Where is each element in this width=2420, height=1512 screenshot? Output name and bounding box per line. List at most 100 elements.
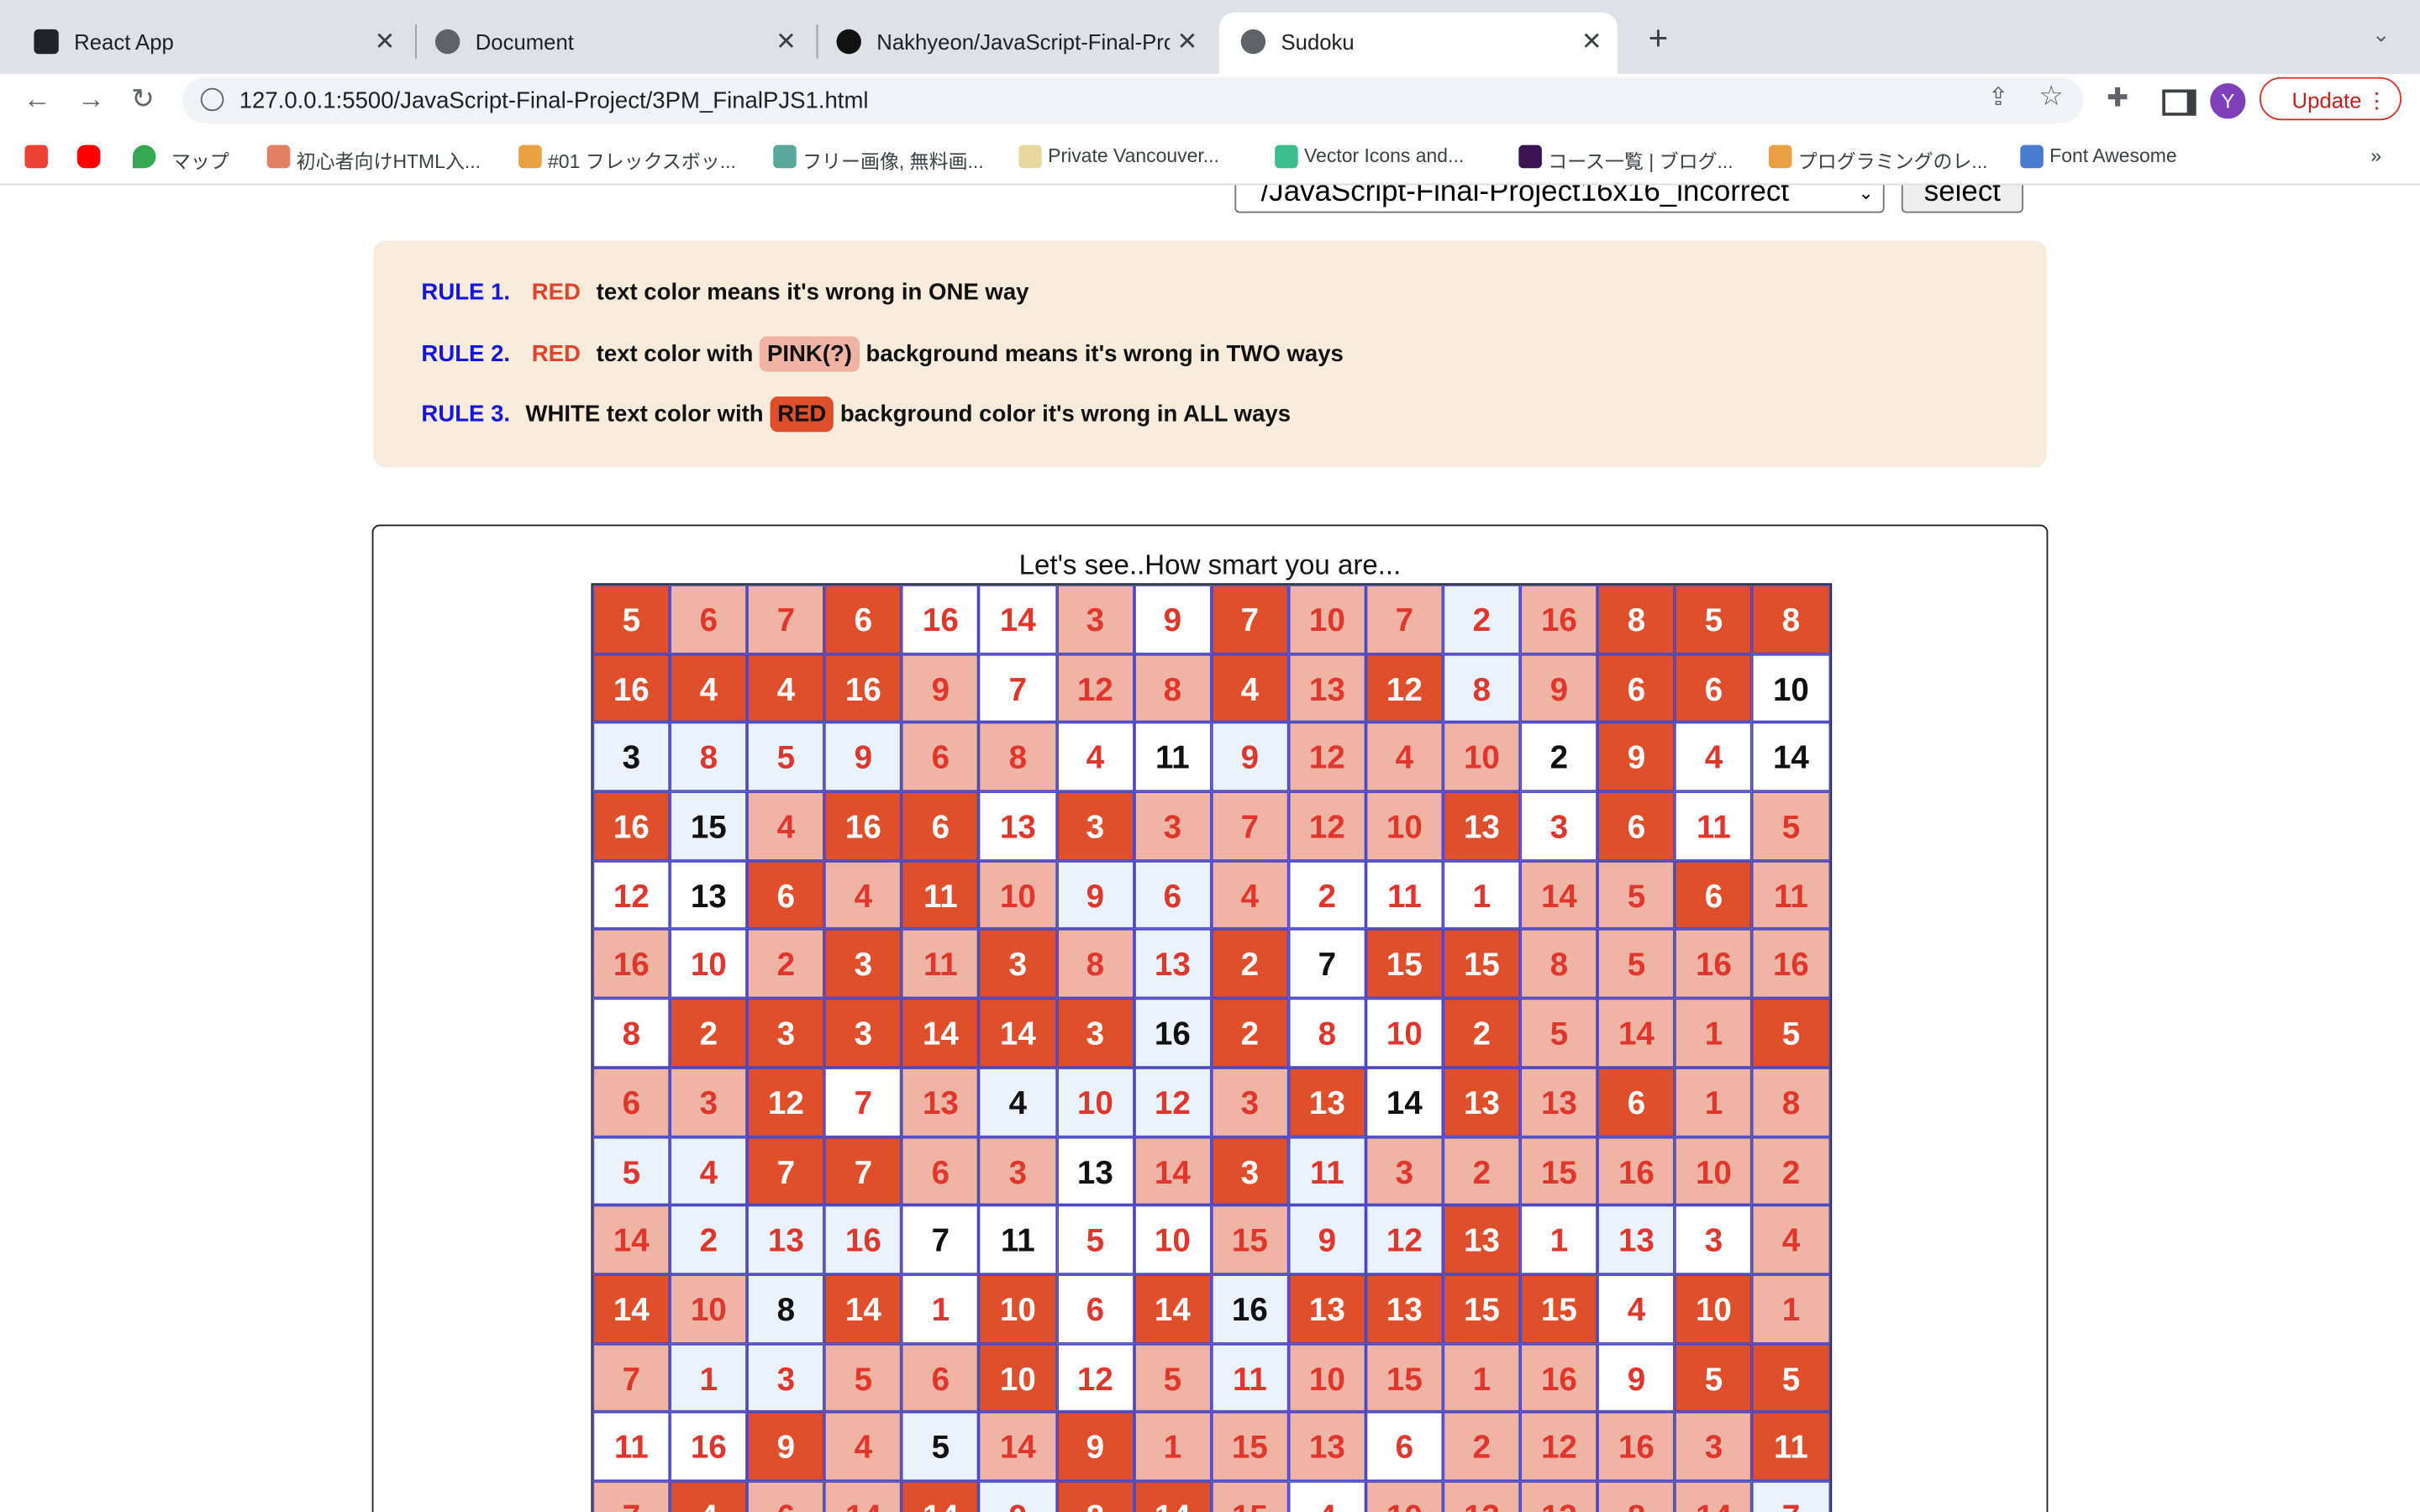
cell[interactable]: 14 (1520, 860, 1598, 930)
cell[interactable]: 2 (1443, 998, 1521, 1068)
cell[interactable]: 10 (1443, 722, 1521, 792)
cell[interactable]: 9 (902, 654, 980, 723)
cell[interactable]: 9 (1520, 654, 1598, 723)
cell[interactable]: 5 (1675, 1342, 1753, 1413)
cell[interactable]: 13 (670, 860, 748, 930)
reload[interactable]: ↻ (131, 83, 155, 114)
site-info[interactable] (200, 87, 224, 112)
cell[interactable]: 6 (1597, 1067, 1676, 1137)
side-panel[interactable] (2162, 89, 2196, 116)
cell[interactable]: 13 (1443, 1205, 1521, 1274)
cell[interactable]: 16 (1211, 1273, 1289, 1343)
bookmark[interactable]: コース一覧 | ブログ... (1548, 151, 1733, 173)
cell[interactable]: 16 (670, 1412, 748, 1482)
cell[interactable]: 9 (1134, 585, 1212, 654)
cell[interactable]: 4 (747, 791, 825, 861)
cell[interactable]: 16 (1752, 929, 1830, 999)
cell[interactable]: 14 (1134, 1481, 1212, 1512)
cell[interactable]: 4 (824, 1412, 902, 1482)
cell[interactable]: 16 (592, 791, 671, 861)
cell[interactable]: 12 (1520, 1412, 1598, 1482)
cell[interactable]: 1 (1443, 1342, 1521, 1413)
cell[interactable]: 3 (1056, 585, 1134, 654)
extensions[interactable]: ✚ (2107, 83, 2129, 113)
cell[interactable]: 13 (1520, 1067, 1598, 1137)
cell[interactable]: 5 (824, 1342, 902, 1413)
bookmark[interactable]: Font Awesome (2049, 144, 2177, 167)
cell[interactable]: 15 (1211, 1412, 1289, 1482)
cell[interactable]: 6 (747, 860, 825, 930)
cell[interactable]: 8 (1056, 929, 1134, 999)
bookmark[interactable]: Private Vancouver... (1048, 144, 1219, 167)
cell[interactable]: 5 (1134, 1342, 1212, 1413)
cell[interactable]: 16 (1520, 1342, 1598, 1413)
cell[interactable]: 11 (1134, 722, 1212, 792)
cell[interactable]: 14 (1752, 722, 1830, 792)
cell[interactable]: 10 (1134, 1205, 1212, 1274)
cell[interactable]: 6 (592, 1067, 671, 1137)
forward[interactable]: → (76, 83, 105, 114)
cell[interactable]: 13 (1056, 1136, 1134, 1205)
tab-close[interactable]: ✕ (1581, 29, 1602, 56)
cell[interactable]: 2 (1443, 1412, 1521, 1482)
cell[interactable]: 4 (979, 1067, 1057, 1137)
cell[interactable]: 12 (1134, 1067, 1212, 1137)
cell[interactable]: 4 (1288, 1481, 1366, 1512)
cell[interactable]: 7 (1211, 791, 1289, 861)
cell[interactable]: 4 (670, 654, 748, 723)
cell[interactable]: 14 (979, 585, 1057, 654)
back[interactable]: ← (23, 83, 51, 114)
cell[interactable]: 7 (592, 1481, 671, 1512)
cell[interactable]: 2 (1443, 585, 1521, 654)
cell[interactable]: 6 (747, 1481, 825, 1512)
cell[interactable]: 11 (902, 860, 980, 930)
cell[interactable]: 1 (1443, 860, 1521, 930)
cell[interactable]: 8 (1520, 929, 1598, 999)
cell[interactable]: 16 (1134, 998, 1212, 1068)
cell[interactable]: 2 (670, 998, 748, 1068)
cell[interactable]: 9 (1056, 1412, 1134, 1482)
cell[interactable]: 4 (1211, 654, 1289, 723)
cell[interactable]: 5 (1520, 998, 1598, 1068)
cell[interactable]: 11 (1365, 860, 1444, 930)
cell[interactable]: 16 (824, 791, 902, 861)
bookmark[interactable]: マップ (171, 151, 229, 173)
cell[interactable]: 2 (1752, 1136, 1830, 1205)
cell[interactable]: 12 (1056, 654, 1134, 723)
cell[interactable]: 7 (1288, 929, 1366, 999)
update-button[interactable]: Update ⋮ (2259, 76, 2402, 121)
cell[interactable]: 4 (1675, 722, 1753, 792)
cell[interactable]: 10 (1675, 1273, 1753, 1343)
cell[interactable]: 5 (1597, 860, 1676, 930)
cell[interactable]: 3 (1134, 791, 1212, 861)
cell[interactable]: 7 (747, 585, 825, 654)
cell[interactable]: 8 (979, 722, 1057, 792)
cell[interactable]: 3 (670, 1067, 748, 1137)
cell[interactable]: 16 (902, 585, 980, 654)
cell[interactable]: 6 (902, 1136, 980, 1205)
bookmark-star[interactable]: ☆ (2039, 80, 2064, 112)
tab[interactable]: Sudoku ✕ (1219, 12, 1618, 75)
cell[interactable]: 14 (902, 998, 980, 1068)
cell[interactable]: 3 (824, 998, 902, 1068)
cell[interactable]: 3 (1675, 1205, 1753, 1274)
cell[interactable]: 8 (1134, 654, 1212, 723)
cell[interactable]: 3 (824, 929, 902, 999)
cell[interactable]: 16 (1675, 929, 1753, 999)
cell[interactable]: 9 (979, 1481, 1057, 1512)
cell[interactable]: 10 (979, 860, 1057, 930)
cell[interactable]: 7 (747, 1136, 825, 1205)
cell[interactable]: 8 (747, 1273, 825, 1343)
cell[interactable]: 8 (592, 998, 671, 1068)
tab-close[interactable]: ✕ (1176, 29, 1198, 56)
cell[interactable]: 6 (902, 722, 980, 792)
cell[interactable]: 13 (902, 1067, 980, 1137)
cell[interactable]: 10 (1752, 654, 1830, 723)
cell[interactable]: 2 (670, 1205, 748, 1274)
cell[interactable]: 9 (1288, 1205, 1366, 1274)
cell[interactable]: 5 (1597, 929, 1676, 999)
cell[interactable]: 5 (592, 1136, 671, 1205)
cell[interactable]: 5 (592, 585, 671, 654)
url[interactable]: 127.0.0.1:5500/JavaScript-Final-Project/… (239, 87, 869, 114)
cell[interactable]: 7 (1365, 585, 1444, 654)
